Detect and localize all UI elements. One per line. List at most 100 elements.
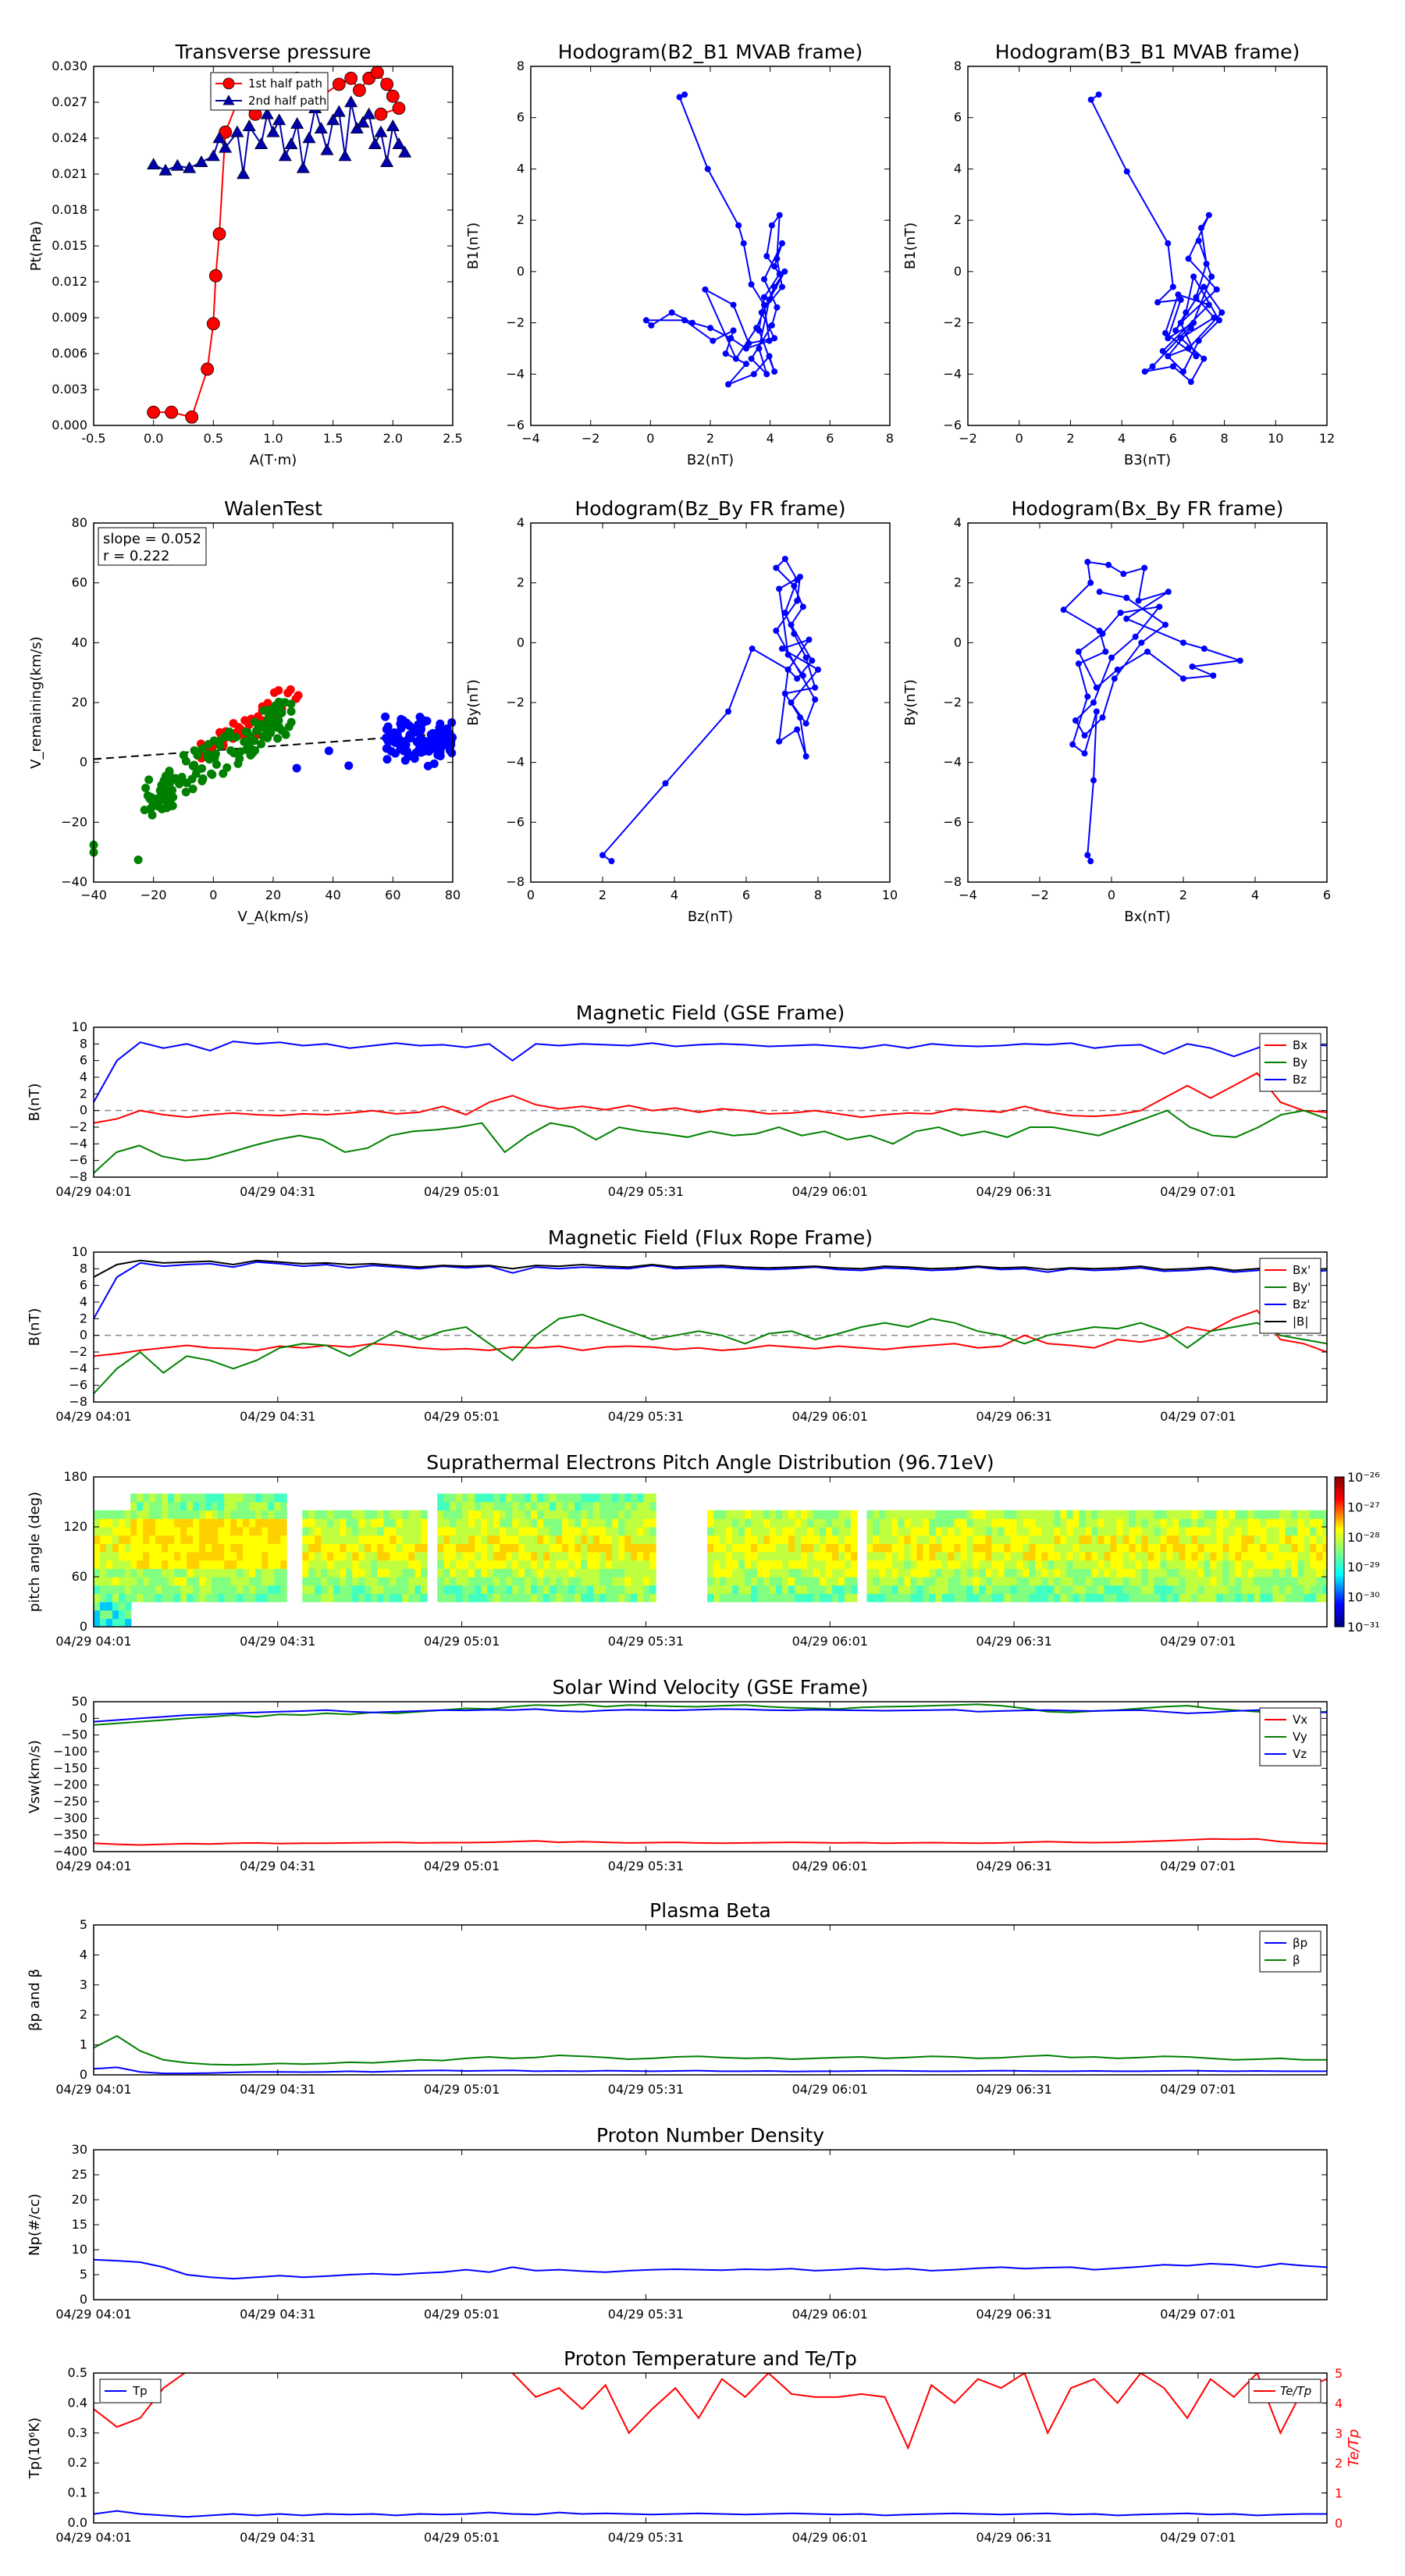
- pad-cell: [512, 1535, 519, 1544]
- pad-cell: [1135, 1535, 1142, 1544]
- hodo1-point: [768, 222, 775, 229]
- pad-cell: [352, 1510, 359, 1519]
- pad-cell: [149, 1577, 156, 1586]
- pad-cell: [168, 1552, 175, 1561]
- pad-cell: [574, 1493, 582, 1503]
- pad-cell: [1304, 1543, 1311, 1553]
- pad-cell: [537, 1535, 544, 1544]
- pad-cell: [1110, 1585, 1117, 1594]
- mag_fr-ytick-label: −4: [69, 1361, 87, 1375]
- pad-cell: [813, 1577, 820, 1586]
- pad-cell: [1266, 1593, 1273, 1603]
- pad-cell: [1310, 1577, 1317, 1586]
- temp-right-ylabel: Te/Tp: [1346, 2429, 1362, 2467]
- temp-right-tick-label: 1: [1335, 2486, 1343, 2501]
- pad-cell: [643, 1560, 650, 1569]
- walen-point-green: [141, 783, 151, 792]
- first-half-point: [352, 84, 366, 98]
- hodo4-point: [1099, 714, 1106, 721]
- pad-cell: [1004, 1552, 1011, 1561]
- pad-cell: [396, 1527, 403, 1536]
- walen-point-blue: [447, 718, 457, 728]
- pad-xtick-label: 04/29 07:01: [1160, 1634, 1236, 1649]
- pad-cell: [130, 1568, 137, 1578]
- pad-cell: [1072, 1543, 1080, 1553]
- hodo4-ylabel: By(nT): [902, 679, 919, 725]
- pad-cell: [998, 1568, 1005, 1578]
- pad-cell: [649, 1560, 656, 1569]
- pad-cell: [475, 1552, 482, 1561]
- pad-cell: [1222, 1527, 1229, 1536]
- pad-cell: [280, 1493, 287, 1503]
- pad-cell: [1054, 1527, 1061, 1536]
- walen-point-blue: [422, 717, 432, 726]
- pad-cell: [512, 1568, 519, 1578]
- pad-cell: [321, 1593, 328, 1603]
- pad-cell: [358, 1535, 365, 1544]
- pad-cell: [770, 1560, 777, 1569]
- pad-cell: [308, 1552, 315, 1561]
- pad-cell: [631, 1543, 638, 1553]
- hodo2-point: [1165, 240, 1172, 247]
- pad-cell: [757, 1593, 764, 1603]
- pad-cell: [1010, 1518, 1017, 1528]
- pad-cell: [199, 1510, 206, 1519]
- beta-ytick-label: 5: [80, 1917, 87, 1932]
- pad-cell: [1241, 1543, 1248, 1553]
- pad-cell: [137, 1593, 144, 1603]
- pad-cell: [94, 1602, 101, 1611]
- pad-cell: [218, 1560, 225, 1569]
- second-half-point: [356, 116, 370, 128]
- pad-cell: [268, 1502, 275, 1511]
- pad-cell: [631, 1585, 638, 1594]
- pad-cell: [155, 1535, 162, 1544]
- pad-cell: [1197, 1552, 1204, 1561]
- walen-point-blue: [381, 712, 390, 721]
- density-ytick-label: 15: [72, 2217, 87, 2232]
- pad-cell: [130, 1518, 137, 1528]
- pad-cell: [518, 1527, 525, 1536]
- temp-frame: [93, 2372, 1328, 2524]
- pad-cell: [94, 1527, 101, 1536]
- pad-cell: [738, 1510, 745, 1519]
- pad-cell: [130, 1560, 137, 1569]
- pad-cell: [137, 1493, 144, 1503]
- first-half-point: [370, 66, 384, 80]
- pad-cell: [155, 1593, 162, 1603]
- pad-cell: [1141, 1510, 1148, 1519]
- pad-cell: [879, 1593, 886, 1603]
- pad-cell: [462, 1543, 469, 1553]
- pad-cell: [180, 1518, 187, 1528]
- pad-cell: [487, 1577, 494, 1586]
- pad-cell: [280, 1510, 287, 1519]
- pad-cell: [1116, 1560, 1123, 1569]
- pad-cell: [1016, 1568, 1023, 1578]
- pad-cell: [1085, 1593, 1092, 1603]
- pad-cell: [443, 1543, 450, 1553]
- pad-cell: [1066, 1518, 1073, 1528]
- pad-cell: [782, 1585, 789, 1594]
- pad-cell: [462, 1585, 469, 1594]
- pad-cell: [1023, 1577, 1030, 1586]
- pad-cell: [1129, 1543, 1136, 1553]
- pad-cell: [801, 1510, 808, 1519]
- pad-cell: [904, 1518, 911, 1528]
- pad-cell: [788, 1585, 795, 1594]
- pad-cell: [820, 1510, 827, 1519]
- pad-cell: [954, 1518, 961, 1528]
- pad-cell: [1260, 1518, 1267, 1528]
- pad-cell: [414, 1593, 422, 1603]
- pad-cell: [1235, 1593, 1242, 1603]
- pad-cell: [125, 1585, 132, 1594]
- vsw-legend-label: Vy: [1293, 1730, 1307, 1744]
- pad-cell: [1091, 1585, 1098, 1594]
- pad-cell: [308, 1593, 315, 1603]
- pad-cell: [443, 1560, 450, 1569]
- first-half-point: [392, 101, 406, 116]
- pad-cell: [106, 1543, 113, 1553]
- pad-cell: [155, 1560, 162, 1569]
- vsw-ytick-label: −100: [53, 1744, 87, 1759]
- pad-cell: [237, 1527, 244, 1536]
- beta-xtick-label: 04/29 05:01: [424, 2082, 500, 2097]
- pad-cell: [998, 1552, 1005, 1561]
